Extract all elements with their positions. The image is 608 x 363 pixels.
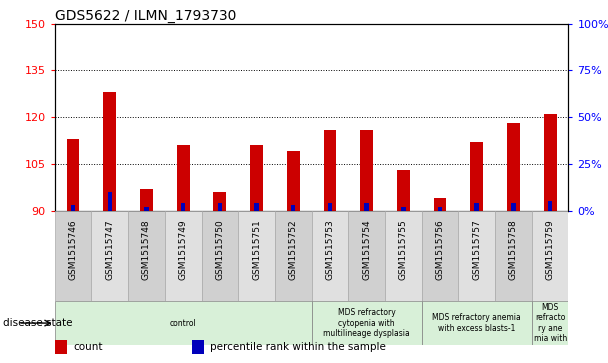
Bar [422,211,458,301]
Bar [254,203,259,211]
Bar [311,301,422,345]
Bar [323,130,336,211]
Bar [165,211,201,301]
Bar [548,201,553,211]
Text: GDS5622 / ILMN_1793730: GDS5622 / ILMN_1793730 [55,9,236,23]
Bar [471,142,483,211]
Bar [192,340,204,354]
Bar [291,205,295,211]
Bar [495,211,532,301]
Bar [201,211,238,301]
Bar [397,170,410,211]
Bar [177,145,190,211]
Text: MDS refractory anemia
with excess blasts-1: MDS refractory anemia with excess blasts… [432,313,521,333]
Text: GSM1515752: GSM1515752 [289,220,298,280]
Bar [364,203,369,211]
Bar [422,301,532,345]
Text: GSM1515758: GSM1515758 [509,220,518,280]
Bar [311,211,348,301]
Bar [108,192,112,211]
Bar [287,151,300,211]
Text: GSM1515751: GSM1515751 [252,220,261,280]
Bar [532,301,568,345]
Bar [328,203,332,211]
Text: control: control [170,319,196,327]
Bar [213,192,226,211]
Bar [532,211,568,301]
Bar [250,145,263,211]
Text: count: count [73,342,103,352]
Bar [128,211,165,301]
Bar [91,211,128,301]
Bar [55,340,67,354]
Bar [140,189,153,211]
Text: GSM1515753: GSM1515753 [325,220,334,280]
Bar [401,207,406,211]
Bar [103,92,116,211]
Bar [474,203,479,211]
Bar [348,211,385,301]
Text: GSM1515757: GSM1515757 [472,220,482,280]
Bar [385,211,422,301]
Text: GSM1515750: GSM1515750 [215,220,224,280]
Bar [507,123,520,211]
Text: GSM1515748: GSM1515748 [142,220,151,280]
Text: disease state: disease state [3,318,72,328]
Text: percentile rank within the sample: percentile rank within the sample [210,342,385,352]
Bar [275,211,311,301]
Bar [458,211,495,301]
Text: GSM1515749: GSM1515749 [179,220,188,280]
Text: MDS
refracto
ry ane
mia with: MDS refracto ry ane mia with [533,303,567,343]
Text: GSM1515759: GSM1515759 [545,220,554,280]
Text: GSM1515756: GSM1515756 [435,220,444,280]
Bar [181,203,185,211]
Text: MDS refractory
cytopenia with
multilineage dysplasia: MDS refractory cytopenia with multilinea… [323,308,410,338]
Bar [71,205,75,211]
Bar [144,207,149,211]
Bar [544,114,556,211]
Bar [55,301,311,345]
Bar [511,203,516,211]
Bar [438,207,442,211]
Bar [218,203,222,211]
Bar [67,139,80,211]
Bar [360,130,373,211]
Text: GSM1515755: GSM1515755 [399,220,408,280]
Text: GSM1515747: GSM1515747 [105,220,114,280]
Bar [55,211,91,301]
Bar [238,211,275,301]
Text: GSM1515754: GSM1515754 [362,220,371,280]
Text: GSM1515746: GSM1515746 [69,220,78,280]
Bar [434,198,446,211]
